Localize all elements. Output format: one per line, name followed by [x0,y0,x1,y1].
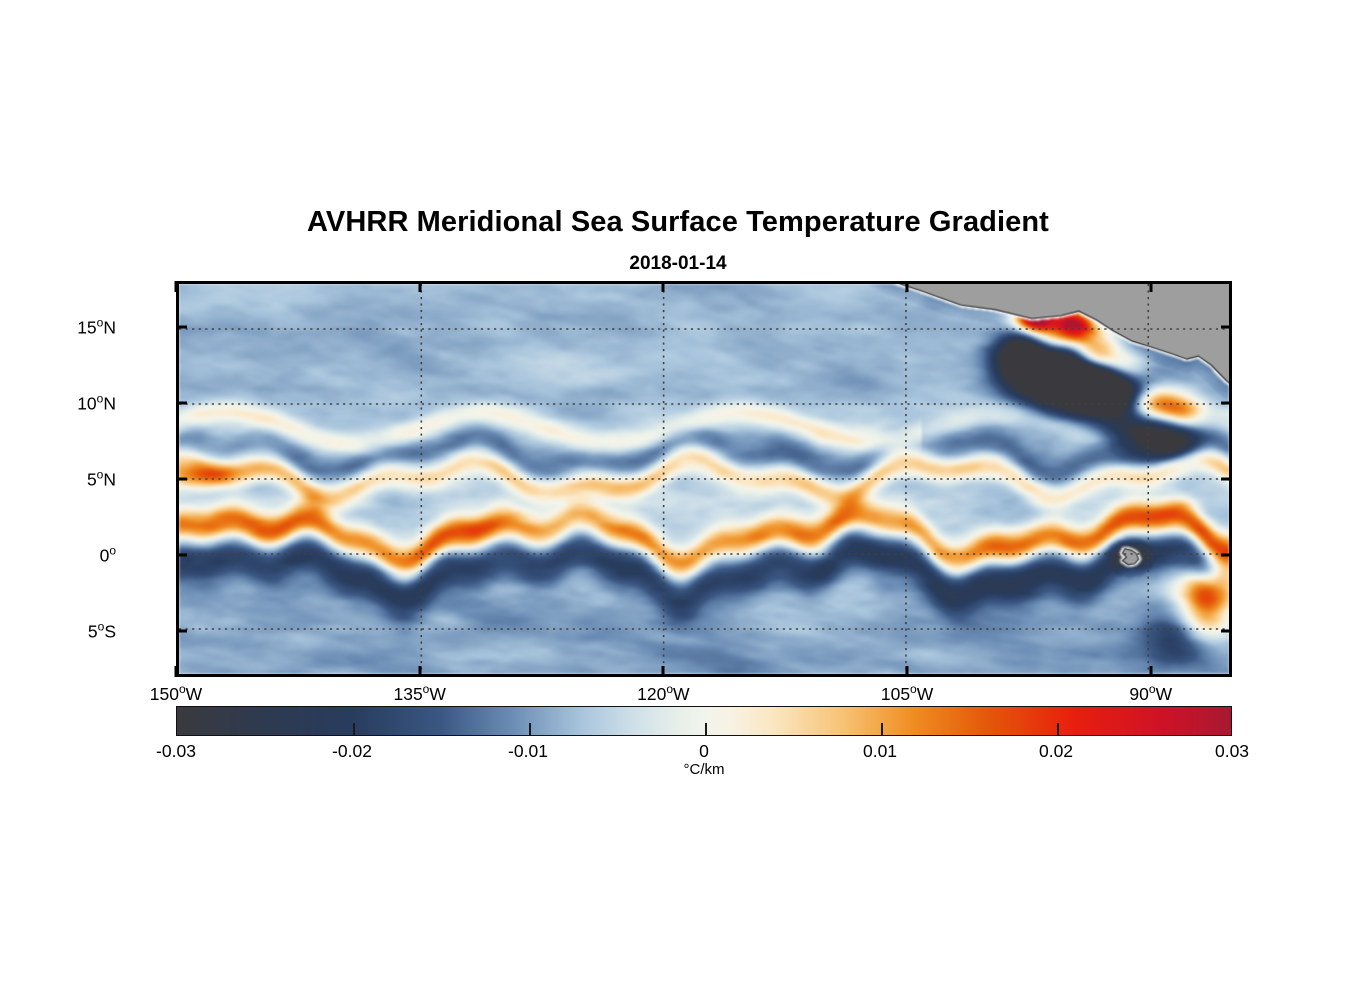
colorbar-tick-label: 0 [699,741,709,761]
page-title: AVHRR Meridional Sea Surface Temperature… [307,206,1049,238]
x-tick-label: 90oW [1129,682,1173,704]
colorbar [176,706,1232,736]
colorbar-tick-mark [881,723,883,735]
colorbar-tick-label: 0.01 [862,741,898,761]
x-tick-label: 150oW [149,682,203,704]
map-axes [176,281,1232,677]
colorbar-tick-label: -0.01 [508,741,548,761]
x-tick-mark [1149,281,1153,292]
y-tick-mark [1221,477,1232,481]
y-tick-mark [1221,325,1232,329]
y-tick-label: 5oS [87,619,116,642]
y-tick-label: 0o [99,543,116,566]
y-tick-mark [1221,553,1232,557]
map-gridlines [179,284,1229,674]
x-tick-mark [905,666,909,677]
x-tick-label: 135oW [393,682,446,704]
x-tick-mark [1149,666,1153,677]
y-tick-mark [1221,401,1232,405]
colorbar-gradient [177,707,1231,735]
y-tick-mark [176,477,187,481]
x-tick-mark [661,281,665,292]
x-tick-mark [174,281,178,292]
y-tick-mark [176,629,187,633]
colorbar-tick-label: 0.02 [1038,741,1074,761]
colorbar-tick-mark [705,723,707,735]
y-tick-mark [1221,629,1232,633]
y-tick-mark [176,401,187,405]
x-tick-label: 120oW [637,682,690,704]
colorbar-tick-mark [353,723,355,735]
y-tick-mark [176,553,187,557]
y-tick-label: 5oN [86,467,116,490]
x-tick-mark [174,666,178,677]
colorbar-tick-label: 0.03 [1214,741,1250,761]
y-tick-label: 15oN [77,315,116,338]
x-tick-mark [905,281,909,292]
x-tick-label: 105oW [880,682,934,704]
colorbar-tick-mark [1057,723,1059,735]
x-tick-mark [661,666,665,677]
colorbar-tick-label: -0.03 [156,741,196,761]
figure-subtitle: 2018-01-14 [629,253,727,274]
colorbar-unit-label: °C/km [683,761,725,778]
y-tick-label: 10oN [77,391,116,414]
x-tick-mark [418,281,422,292]
colorbar-tick-label: -0.02 [332,741,372,761]
colorbar-tick-mark [529,723,531,735]
y-tick-mark [176,325,187,329]
x-tick-mark [418,666,422,677]
